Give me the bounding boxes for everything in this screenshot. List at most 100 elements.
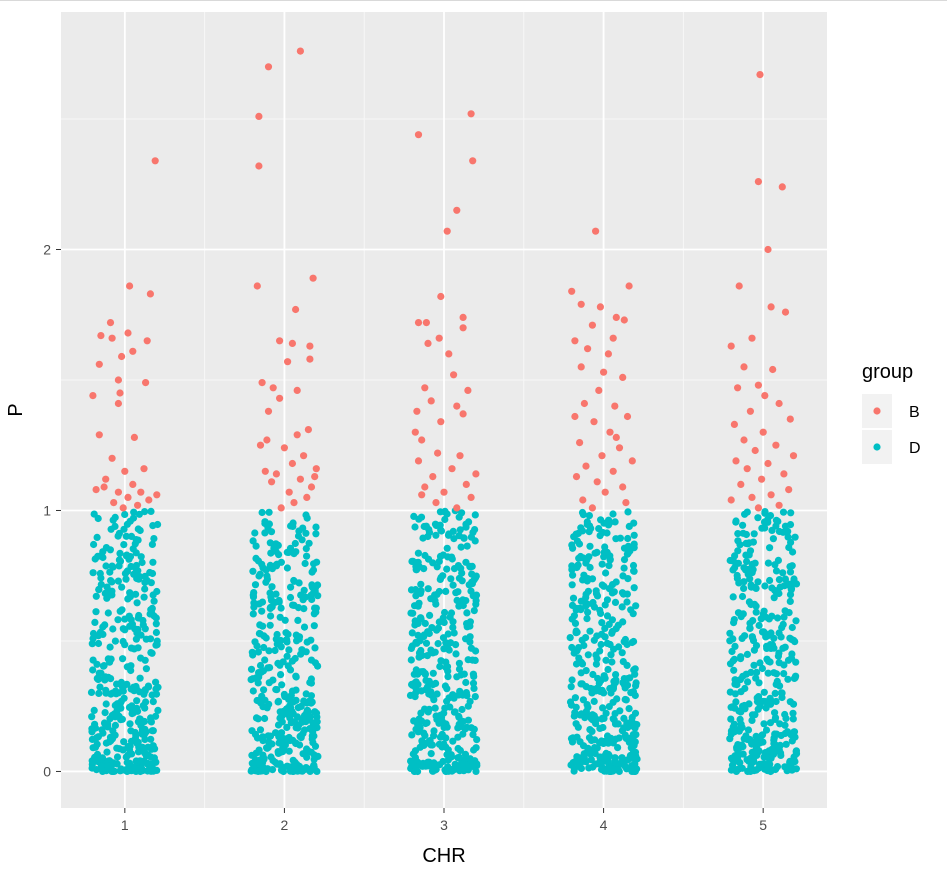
data-point-b	[255, 162, 263, 170]
data-point-d	[94, 639, 103, 648]
data-point-b	[584, 345, 592, 353]
data-point-d	[276, 749, 284, 757]
data-point-d	[103, 748, 111, 756]
data-point-d	[737, 688, 745, 696]
data-point-d	[251, 581, 260, 589]
data-point-d	[132, 635, 140, 643]
data-point-d	[417, 646, 425, 655]
data-point-d	[449, 581, 457, 589]
data-point-b	[443, 227, 451, 235]
data-point-d	[623, 598, 631, 606]
data-point-d	[601, 633, 609, 641]
data-point-d	[133, 697, 141, 705]
data-point-b	[604, 350, 613, 358]
data-point-d	[284, 630, 292, 638]
data-point-d	[254, 648, 262, 656]
data-point-d	[152, 678, 160, 686]
data-point-d	[432, 521, 440, 530]
data-point-d	[623, 661, 631, 670]
data-point-d	[443, 723, 451, 731]
data-point-d	[459, 730, 467, 738]
data-point-d	[623, 550, 632, 558]
data-point-d	[123, 663, 131, 671]
data-point-d	[312, 604, 320, 612]
data-point-d	[615, 734, 623, 742]
data-point-d	[260, 686, 268, 694]
x-tick-label: 1	[121, 817, 129, 833]
data-point-d	[608, 658, 616, 666]
data-point-d	[774, 614, 782, 622]
data-point-b	[311, 473, 319, 481]
data-point-d	[789, 709, 797, 717]
data-point-d	[627, 606, 635, 614]
data-point-d	[775, 576, 784, 584]
data-point-b	[754, 178, 763, 186]
data-point-d	[266, 664, 274, 672]
data-point-d	[114, 577, 122, 585]
data-point-d	[407, 656, 415, 664]
data-point-d	[572, 720, 580, 728]
data-point-d	[429, 669, 437, 677]
data-point-d	[608, 616, 617, 624]
data-point-b	[119, 504, 127, 512]
data-point-d	[602, 656, 610, 664]
data-point-d	[771, 689, 779, 698]
data-point-d	[144, 682, 152, 690]
data-point-d	[307, 636, 315, 644]
data-point-d	[136, 767, 144, 776]
data-point-d	[106, 643, 114, 651]
data-point-d	[472, 600, 480, 608]
data-point-d	[789, 700, 798, 708]
data-point-b	[764, 459, 772, 468]
data-point-d	[456, 526, 464, 534]
data-point-d	[300, 711, 309, 720]
data-point-d	[92, 734, 101, 742]
data-point-d	[114, 616, 122, 624]
data-point-d	[293, 637, 301, 645]
data-point-d	[768, 745, 776, 753]
data-point-b	[146, 290, 154, 298]
data-point-d	[730, 616, 738, 624]
data-point-d	[573, 733, 581, 741]
data-point-d	[601, 674, 609, 682]
data-point-b	[740, 363, 748, 371]
data-point-d	[592, 660, 601, 668]
data-point-d	[760, 720, 768, 728]
data-point-d	[283, 564, 291, 572]
data-point-d	[258, 508, 266, 517]
data-point-d	[134, 625, 142, 634]
data-point-d	[591, 549, 599, 557]
data-point-d	[442, 639, 450, 647]
data-point-d	[248, 727, 256, 735]
data-point-d	[265, 508, 273, 516]
data-point-d	[626, 765, 635, 773]
data-point-d	[750, 758, 758, 766]
data-point-b	[588, 504, 597, 512]
data-point-d	[146, 635, 155, 643]
data-point-d	[780, 582, 789, 590]
data-point-b	[110, 499, 118, 507]
data-point-d	[310, 610, 318, 618]
data-point-d	[752, 732, 760, 741]
data-point-d	[770, 634, 778, 642]
data-point-d	[292, 673, 300, 681]
data-point-d	[135, 510, 143, 518]
data-point-b	[781, 308, 790, 316]
data-point-d	[748, 711, 757, 719]
data-point-d	[568, 541, 576, 549]
data-point-d	[471, 693, 479, 701]
data-point-d	[107, 655, 115, 663]
data-point-b	[106, 319, 115, 327]
data-point-d	[596, 647, 604, 655]
y-axis-ticks: 0 1 2	[43, 241, 61, 779]
data-point-d	[305, 539, 313, 547]
data-point-d	[473, 736, 481, 744]
data-point-b	[445, 350, 453, 358]
data-point-d	[594, 674, 602, 683]
data-point-d	[618, 754, 626, 762]
data-point-d	[140, 725, 148, 733]
data-point-b	[619, 373, 627, 381]
data-point-d	[457, 719, 465, 728]
data-point-d	[583, 615, 591, 623]
data-point-d	[253, 642, 261, 650]
